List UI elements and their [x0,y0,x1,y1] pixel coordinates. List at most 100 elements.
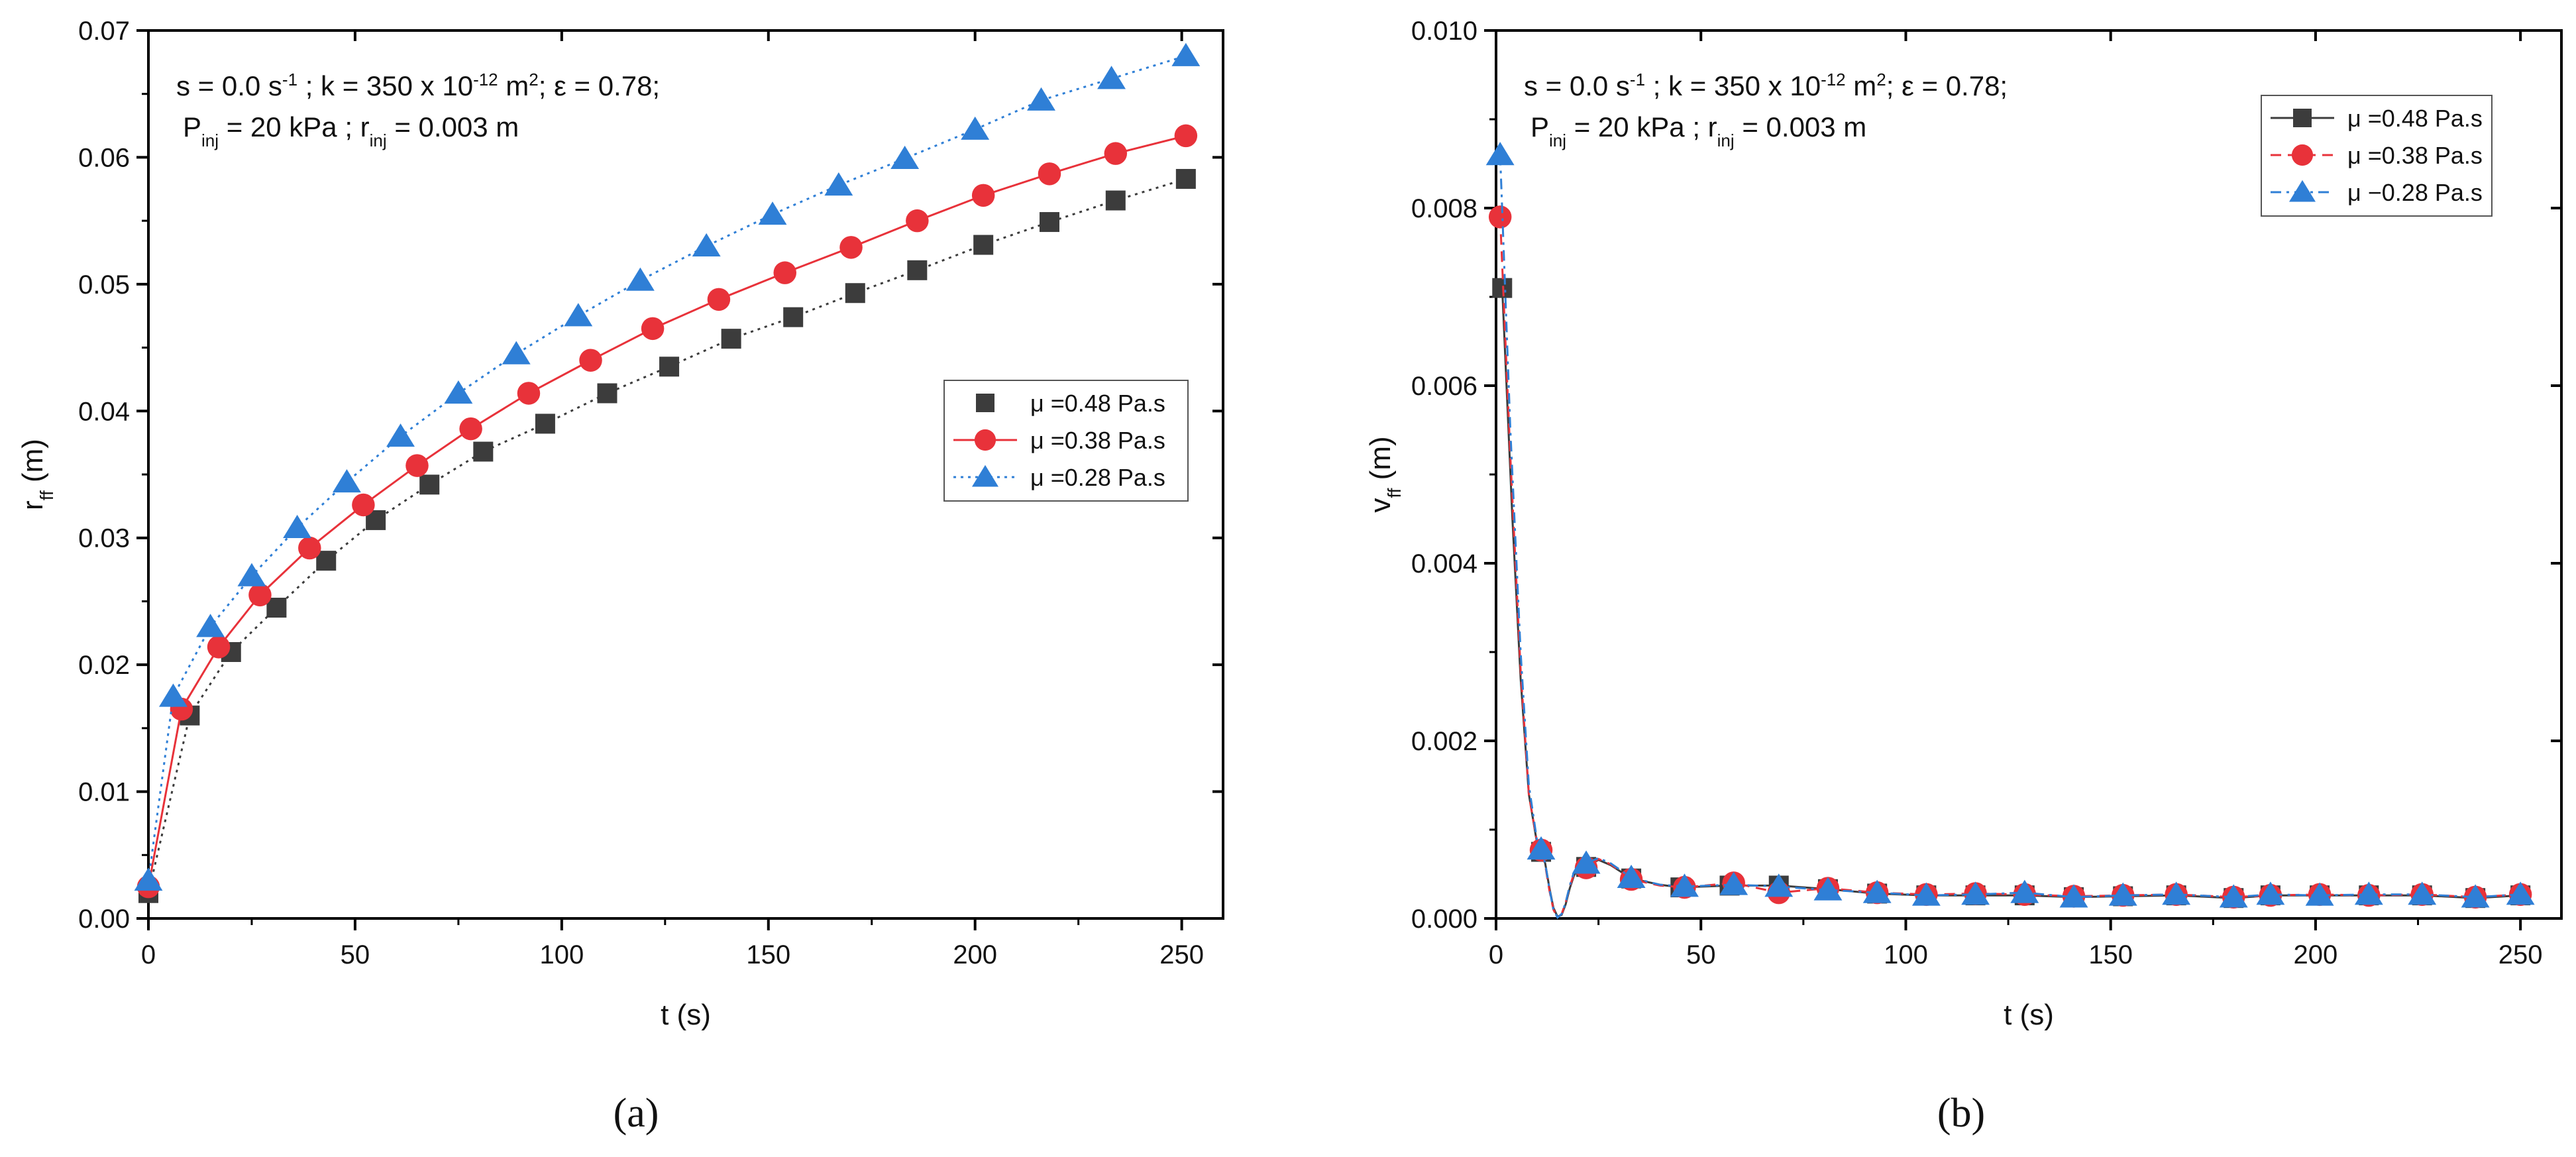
legend-label: μ =0.38 Pa.s [1030,427,1165,454]
annotation-fragment: -1 [1630,70,1645,89]
data-point [1670,873,1699,897]
data-point [1572,850,1601,874]
data-point [839,236,863,259]
annotation-fragment: s = 0.0 s [1524,70,1630,101]
data-point [907,260,928,280]
legend-marker [2288,180,2316,202]
annotation-fragment: s = 0.0 s [176,70,282,101]
series-3 [1485,142,2535,920]
data-point [1104,142,1128,165]
annotation-fragment: inj [1549,131,1566,150]
y-axis-label-main: v [1364,498,1397,513]
legend: μ =0.48 Pa.s μ =0.38 Pa.s μ −0.28 Pa.s [2261,95,2493,217]
annotation-fragment: inj [201,131,219,150]
series-2 [136,124,1198,899]
y-tick-label: 0.03 [78,524,130,553]
annotation-line-1: s = 0.0 s-1 ; k = 350 x 10-12 m2; ε = 0.… [1524,70,2008,101]
data-point [2506,881,2535,905]
legend-label: μ −0.28 Pa.s [2347,179,2483,206]
annotation-fragment: -12 [1821,70,1846,89]
annotation-fragment: 2 [529,70,538,89]
data-point [1097,66,1126,89]
annotation-fragment: ; ε = 0.78; [539,70,660,101]
legend-marker [2293,109,2312,127]
data-point [1027,87,1055,111]
legend-marker [971,465,999,487]
data-point [564,303,593,327]
data-point [2461,884,2490,908]
data-point [316,551,337,571]
data-point [2108,882,2137,906]
x-tick-label: 50 [1686,940,1716,969]
data-point [386,423,415,447]
annotation-fragment: m [1846,70,1877,101]
legend-label: μ =0.48 Pa.s [2347,105,2483,132]
data-point [2059,884,2088,908]
panel-label-a: (a) [614,1091,659,1136]
y-axis-label-unit: (m) [1364,436,1397,488]
data-point [2256,881,2285,905]
data-point [1813,877,1843,901]
annotation-fragment: = 0.003 m [1735,111,1867,142]
annotation-line-2: Pinj = 20 kPa ; rinj = 0.003 m [1530,111,1866,150]
data-point [2010,879,2039,903]
data-point [721,329,741,349]
chart-panel-b: (b) 0 50 100 150 200 250 0.000 0.002 0.004 0.006 0… [1364,17,2563,1136]
data-point [1862,879,1892,903]
legend-label: μ =0.28 Pa.s [1030,464,1165,491]
legend-label: μ =0.48 Pa.s [1030,390,1165,417]
annotation-fragment: 2 [1876,70,1886,89]
x-axis-label: t (s) [2004,999,2054,1031]
annotation-fragment: ; k = 350 x 10 [1645,70,1821,101]
data-point [352,493,375,517]
x-tick-label: 50 [341,940,370,969]
data-point [459,417,482,441]
annotation-line-2: Pinj = 20 kPa ; rinj = 0.003 m [183,111,519,150]
data-point [707,288,731,311]
data-point [845,283,865,303]
y-tick-label: 0.01 [78,778,130,807]
legend-label: μ =0.38 Pa.s [2347,142,2483,169]
data-point [906,209,929,233]
y-tick-label: 0.002 [1411,727,1477,756]
y-tick-label: 0.07 [78,17,130,46]
legend-marker [976,394,994,412]
x-tick-label: 250 [1159,940,1204,969]
data-point [758,201,787,225]
data-point [773,261,796,284]
data-point [1719,871,1748,895]
data-point [1488,205,1512,229]
y-axis-label-unit: (m) [17,439,49,490]
annotation-fragment: = 20 kPa ; r [1566,111,1717,142]
series-line [1499,154,2521,920]
y-axis-label-main: r [17,500,49,510]
data-point [1038,162,1061,186]
data-point [535,413,555,434]
x-tick-label: 200 [953,940,997,969]
y-axis-label-sub: ff [1384,488,1405,498]
x-tick-label: 150 [2088,940,2133,969]
annotation-fragment: inj [1717,131,1735,150]
legend: μ =0.48 Pa.s μ =0.38 Pa.s μ =0.28 Pa.s [943,380,1189,502]
data-point [1527,836,1556,860]
x-tick-label: 0 [141,940,156,969]
y-axis-label: vff (m) [1364,436,1405,512]
data-point [419,474,440,495]
annotation-fragment: P [1530,111,1549,142]
data-point [517,382,541,405]
y-tick-label: 0.04 [78,397,130,426]
y-tick-label: 0.06 [78,143,130,172]
data-point [625,267,655,291]
annotation-fragment: -12 [473,70,498,89]
x-tick-label: 150 [746,940,790,969]
x-tick-label: 200 [2294,940,2338,969]
y-tick-label: 0.00 [78,905,130,934]
y-tick-label: 0.006 [1411,372,1477,401]
y-tick-label: 0.02 [78,651,130,680]
annotation-line-1: s = 0.0 s-1 ; k = 350 x 10-12 m2; ε = 0.… [176,70,660,101]
data-point [266,598,287,618]
data-point [641,317,665,341]
data-point [1961,881,1990,905]
data-point [1911,882,1941,906]
